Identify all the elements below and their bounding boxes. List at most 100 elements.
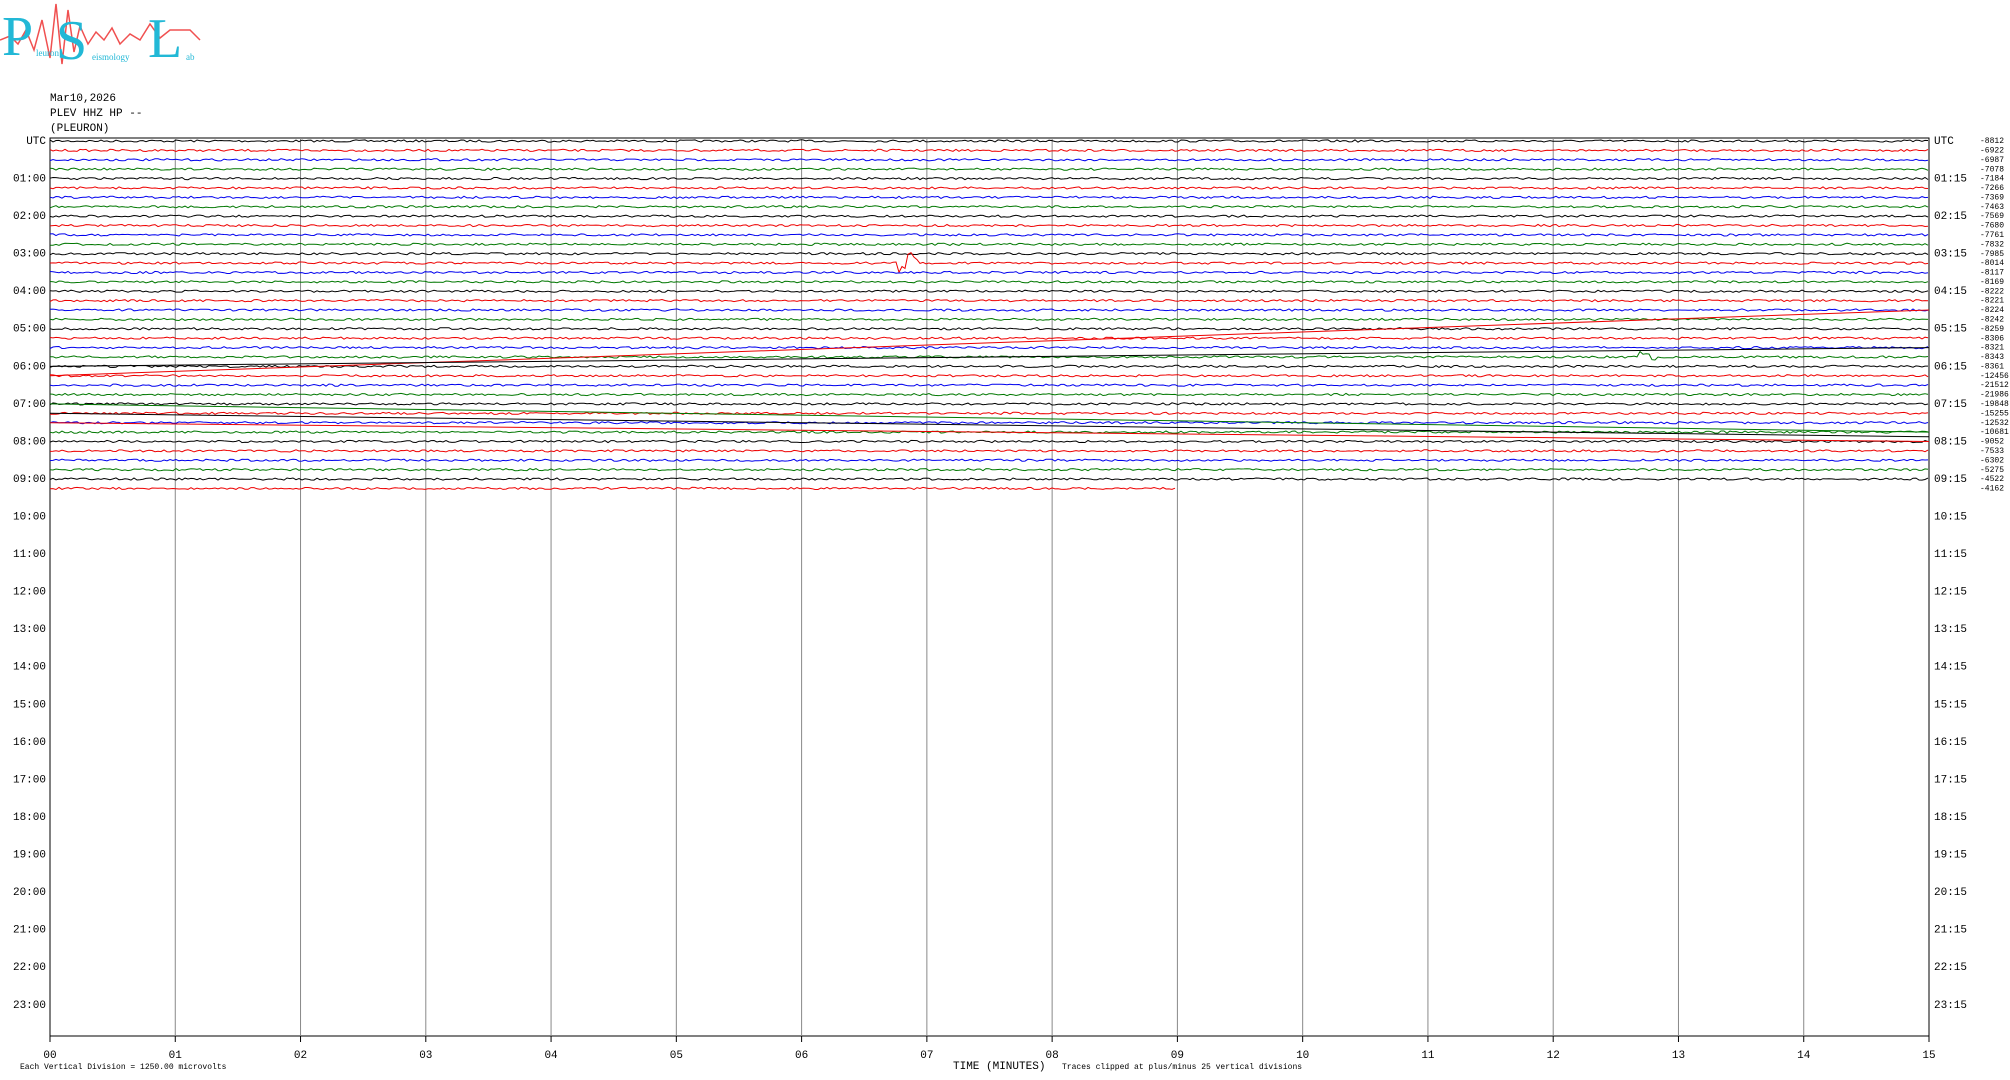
trace (49, 139, 1929, 143)
x-tick-label: 07 (920, 1050, 933, 1062)
right-time-label: 07:15 (1934, 399, 1967, 411)
trace (49, 402, 1929, 406)
trace-offset: -8117 (1980, 269, 2004, 278)
x-tick-label: 08 (1046, 1050, 1059, 1062)
x-tick-label: 03 (419, 1050, 432, 1062)
station-name: (PLEURON) (50, 123, 109, 135)
trace (49, 214, 1929, 218)
left-time-label: 17:00 (13, 774, 46, 786)
trace-offset: -7078 (1980, 165, 2004, 174)
left-time-label: 04:00 (13, 286, 46, 298)
trace-offset: -8242 (1980, 316, 2004, 325)
drift-line (49, 347, 1930, 367)
clip-note: Traces clipped at plus/minus 25 vertical… (1062, 1063, 1302, 1072)
right-time-label: 17:15 (1934, 774, 1967, 786)
drift-line (49, 422, 1930, 442)
left-time-label: 21:00 (13, 925, 46, 937)
left-time-label: 15:00 (13, 699, 46, 711)
trace (49, 195, 1929, 200)
left-time-label: 22:00 (13, 962, 46, 974)
right-time-label: 15:15 (1934, 699, 1967, 711)
trace-offset: -6302 (1980, 456, 2004, 465)
left-time-label: 08:00 (13, 436, 46, 448)
trace (49, 317, 1929, 322)
right-time-label: 14:15 (1934, 662, 1967, 674)
logo-word: ab (186, 52, 195, 62)
right-time-label: 21:15 (1934, 925, 1967, 937)
trace (49, 486, 1176, 491)
right-time-label: 02:15 (1934, 211, 1967, 223)
logo-letter: S (56, 10, 87, 72)
trace-offset: -8222 (1980, 287, 2004, 296)
left-time-label: 23:00 (13, 1000, 46, 1012)
trace (49, 327, 1929, 331)
trace (49, 449, 1929, 453)
trace (49, 421, 1929, 425)
station: PLEV HHZ HP -- (50, 108, 142, 120)
trace-offset: -7369 (1980, 193, 2004, 202)
trace (49, 270, 1929, 275)
trace-offset: -12532 (1980, 419, 2009, 428)
x-tick-label: 09 (1171, 1050, 1184, 1062)
trace-offset: -7832 (1980, 240, 2004, 249)
x-tick-label: 10 (1296, 1050, 1309, 1062)
x-tick-label: 00 (43, 1050, 56, 1062)
x-tick-label: 15 (1922, 1050, 1935, 1062)
trace (49, 186, 1929, 190)
trace-offset: -8812 (1980, 137, 2004, 146)
logo-word: eismology (92, 52, 130, 62)
left-time-label: 09:00 (13, 474, 46, 486)
trace (49, 298, 1929, 303)
left-time-label: 07:00 (13, 399, 46, 411)
right-time-label: 11:15 (1934, 549, 1967, 561)
right-time-label: 03:15 (1934, 249, 1967, 261)
x-tick-label: 11 (1421, 1050, 1435, 1062)
left-time-label: UTC (26, 136, 46, 148)
logo-word: leuron (36, 48, 59, 58)
right-time-label: 09:15 (1934, 474, 1967, 486)
trace-offset: -8343 (1980, 353, 2004, 362)
trace (49, 411, 1929, 415)
trace (49, 223, 1929, 228)
scale-note: Each Vertical Division = 1250.00 microvo… (20, 1063, 227, 1072)
trace (49, 158, 1929, 162)
x-tick-label: 13 (1672, 1050, 1685, 1062)
left-time-label: 11:00 (13, 549, 46, 561)
trace (49, 392, 1929, 397)
trace (49, 383, 1929, 387)
plot-frame (49, 137, 1930, 1037)
drift-line (49, 403, 1930, 433)
x-tick-label: 12 (1547, 1050, 1560, 1062)
trace (49, 336, 1929, 340)
trace (49, 374, 1929, 378)
left-time-label: 10:00 (13, 512, 46, 524)
trace-offset: -9052 (1980, 438, 2004, 447)
x-tick-label: 14 (1797, 1050, 1811, 1062)
left-time-label: 13:00 (13, 624, 46, 636)
x-tick-label: 01 (169, 1050, 183, 1062)
trace-offset: -15255 (1980, 409, 2009, 418)
left-time-label: 03:00 (13, 249, 46, 261)
trace-offset: -7985 (1980, 250, 2004, 259)
trace-offset: -7463 (1980, 203, 2004, 212)
trace (49, 458, 1929, 462)
trace (49, 439, 1929, 444)
trace-offset: -7533 (1980, 447, 2004, 456)
trace-offset: -10681 (1980, 428, 2009, 437)
trace (49, 477, 1929, 481)
trace-offset: -8169 (1980, 278, 2004, 287)
left-time-label: 01:00 (13, 173, 46, 185)
x-tick-label: 06 (795, 1050, 808, 1062)
left-time-label: 06:00 (13, 361, 46, 373)
drift-line (49, 412, 1930, 438)
trace-offset: -8306 (1980, 334, 2004, 343)
right-time-label: 13:15 (1934, 624, 1967, 636)
right-time-label: 22:15 (1934, 962, 1967, 974)
x-tick-label: 02 (294, 1050, 307, 1062)
trace (50, 242, 1929, 246)
trace (49, 430, 1929, 434)
trace-offset: -19848 (1980, 400, 2009, 409)
left-time-label: 12:00 (13, 587, 46, 599)
left-time-label: 02:00 (13, 211, 46, 223)
trace (49, 289, 1929, 293)
